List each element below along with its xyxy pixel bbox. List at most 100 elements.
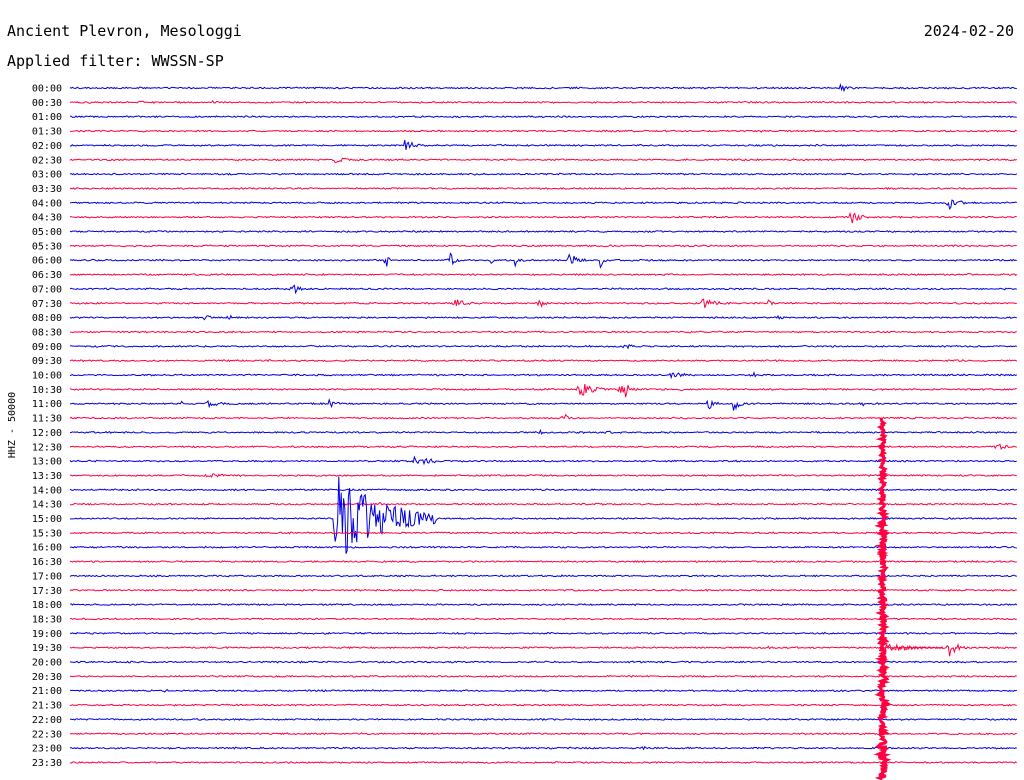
- time-tick-label: 05:30: [32, 241, 62, 252]
- time-tick-label: 22:00: [32, 715, 62, 726]
- trace-0630: [69, 272, 1018, 277]
- big-quake-coda: [882, 643, 943, 654]
- time-tick-label: 23:30: [32, 758, 62, 769]
- time-ticks: 00:00 00:30 01:00 01:30 02:00 02:30 03:00 03:30…: [32, 84, 62, 769]
- time-tick-label: 13:00: [32, 457, 62, 468]
- trace-1830: [69, 617, 1018, 621]
- trace-1600: [69, 545, 1017, 549]
- trace-2300: [69, 745, 1017, 751]
- trace-2130: [69, 703, 1017, 707]
- big-quake-trace: [873, 417, 892, 780]
- trace-1500: [69, 476, 1017, 554]
- trace-1800: [69, 603, 1018, 607]
- time-tick-label: 10:00: [32, 371, 62, 382]
- trace-0200: [69, 139, 1017, 150]
- trace-1900: [69, 631, 1018, 635]
- trace-0700: [69, 284, 1017, 295]
- time-tick-label: 04:30: [32, 213, 62, 224]
- trace-1300: [69, 455, 1017, 466]
- time-tick-label: 20:30: [32, 672, 62, 683]
- trace-1130: [69, 413, 1017, 420]
- time-tick-label: 01:00: [32, 112, 62, 123]
- time-tick-label: 00:30: [32, 98, 62, 109]
- trace-0000: [69, 82, 1017, 93]
- time-tick-label: 23:00: [32, 744, 62, 755]
- trace-2100: [69, 688, 1017, 693]
- station-title: Ancient Plevron, Mesologgi: [7, 22, 242, 40]
- time-tick-label: 12:00: [32, 428, 62, 439]
- trace-0800: [69, 314, 1017, 321]
- time-tick-label: 19:30: [32, 643, 62, 654]
- trace-0400: [69, 199, 1017, 211]
- time-tick-label: 20:00: [32, 658, 62, 669]
- trace-0300: [69, 172, 1018, 176]
- trace-0930: [69, 358, 1018, 363]
- trace-1930: [69, 643, 1017, 657]
- trace-1000: [69, 371, 1018, 380]
- time-tick-label: 01:30: [32, 127, 62, 138]
- trace-2000: [69, 660, 1018, 664]
- trace-0130: [69, 129, 1018, 133]
- time-tick-label: 03:00: [32, 170, 62, 181]
- time-tick-label: 11:30: [32, 414, 62, 425]
- time-tick-label: 02:00: [32, 141, 62, 152]
- trace-0330: [69, 186, 1017, 191]
- time-tick-label: 05:00: [32, 227, 62, 238]
- time-tick-label: 13:30: [32, 471, 62, 482]
- trace-1700: [69, 574, 1017, 578]
- time-tick-label: 10:30: [32, 385, 62, 396]
- trace-1630: [69, 560, 1017, 564]
- time-tick-label: 09:30: [32, 356, 62, 367]
- date-label: 2024-02-20: [923, 22, 1014, 40]
- time-tick-label: 02:30: [32, 155, 62, 166]
- time-tick-label: 07:00: [32, 284, 62, 295]
- trace-1200: [69, 428, 1018, 435]
- time-tick-label: 19:00: [32, 629, 62, 640]
- trace-2330: [69, 760, 1018, 764]
- trace-0730: [69, 298, 1017, 308]
- filter-label: Applied filter: WWSSN-SP: [7, 52, 224, 70]
- trace-1530: [69, 531, 1018, 535]
- time-tick-label: 04:00: [32, 198, 62, 209]
- trace-0500: [69, 229, 1017, 233]
- time-tick-label: 03:30: [32, 184, 62, 195]
- time-tick-label: 18:30: [32, 614, 62, 625]
- time-tick-label: 16:00: [32, 543, 62, 554]
- time-tick-label: 14:00: [32, 485, 62, 496]
- trace-2230: [69, 732, 1017, 736]
- trace-2030: [69, 674, 1017, 678]
- trace-0230: [69, 157, 1018, 164]
- time-tick-label: 07:30: [32, 299, 62, 310]
- time-tick-label: 15:30: [32, 528, 62, 539]
- trace-0530: [69, 244, 1017, 248]
- time-tick-label: 17:00: [32, 571, 62, 582]
- time-tick-label: 08:00: [32, 313, 62, 324]
- time-tick-label: 06:30: [32, 270, 62, 281]
- time-tick-label: 21:00: [32, 686, 62, 697]
- trace-1100: [69, 398, 1017, 411]
- time-tick-label: 16:30: [32, 557, 62, 568]
- time-tick-label: 22:30: [32, 729, 62, 740]
- time-tick-label: 09:00: [32, 342, 62, 353]
- time-tick-label: 06:00: [32, 256, 62, 267]
- trace-1430: [69, 502, 1017, 506]
- trace-1030: [69, 383, 1017, 398]
- y-axis-label: HHZ - 50000: [7, 392, 18, 458]
- trace-0830: [69, 330, 1017, 334]
- time-tick-label: 21:30: [32, 701, 62, 712]
- trace-0600: [69, 252, 1017, 269]
- trace-0430: [69, 211, 1017, 224]
- trace-1330: [69, 473, 1017, 478]
- time-tick-label: 18:00: [32, 600, 62, 611]
- time-tick-label: 15:00: [32, 514, 62, 525]
- time-tick-label: 11:00: [32, 399, 62, 410]
- trace-0100: [69, 115, 1017, 119]
- time-tick-label: 12:30: [32, 442, 62, 453]
- trace-0900: [69, 343, 1018, 350]
- trace-1730: [69, 588, 1017, 592]
- time-tick-label: 14:30: [32, 500, 62, 511]
- time-tick-label: 08:30: [32, 327, 62, 338]
- time-tick-label: 17:30: [32, 586, 62, 597]
- trace-1400: [69, 488, 1017, 492]
